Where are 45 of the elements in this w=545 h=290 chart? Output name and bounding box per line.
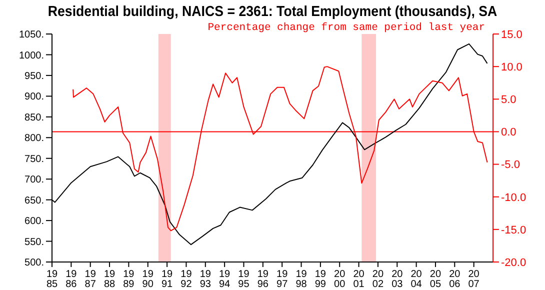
y-tick-label: 850. <box>24 112 44 124</box>
x-tick-label: 19 88 <box>104 269 116 290</box>
y-tick-label: 500. <box>24 258 44 269</box>
y2-tick-label: 5.0 <box>501 94 516 106</box>
y-tick-label: 900. <box>24 92 44 103</box>
y2-tick-label: 10.0 <box>501 61 522 74</box>
x-tick-label: 20 03 <box>392 269 404 290</box>
x-tick-label: 19 99 <box>314 269 326 290</box>
y-tick-label: 650. <box>24 195 44 206</box>
x-tick-label: 19 86 <box>66 269 78 290</box>
y-tick-label: 600. <box>24 216 44 228</box>
y-tick-label: 1050. <box>18 30 44 41</box>
x-tick-label: 19 87 <box>84 269 96 290</box>
y2-axis-title: Percentage change from same period last year <box>208 22 485 34</box>
x-tick-label: 19 96 <box>257 269 269 290</box>
x-tick-label: 20 02 <box>372 269 384 290</box>
y-tick-label: 950. <box>24 71 44 82</box>
x-tick-label: 20 04 <box>410 269 422 290</box>
y2-tick-label: -10.0 <box>501 192 526 204</box>
y2-tick-label: 15.0 <box>501 28 522 41</box>
y2-tick-label: -15.0 <box>501 224 526 236</box>
y-tick-label: 700. <box>24 174 44 186</box>
x-tick-label: 19 89 <box>123 269 135 290</box>
x-tick-label: 20 05 <box>430 269 442 290</box>
y-tick-label: 750. <box>24 154 44 165</box>
x-tick-label: 19 92 <box>180 269 192 290</box>
x-tick-label: 20 07 <box>468 269 480 290</box>
y-tick-label: 800. <box>24 133 44 144</box>
x-tick-label: 19 94 <box>219 269 231 290</box>
y2-tick-label: -5.0 <box>501 159 520 172</box>
x-tick-label: 20 01 <box>353 269 365 290</box>
x-tick-label: 19 91 <box>161 269 174 290</box>
x-tick-label: 19 90 <box>142 269 154 290</box>
y-tick-label: 1000. <box>18 50 44 62</box>
x-tick-label: 19 97 <box>276 269 288 290</box>
y-tick-label: 550. <box>24 236 44 248</box>
x-tick-label: 20 00 <box>334 269 346 290</box>
x-tick-label: 20 06 <box>449 269 461 290</box>
x-tick-label: 19 98 <box>296 269 308 290</box>
y2-tick-label: 0.0 <box>501 126 516 139</box>
x-tick-label: 19 93 <box>200 269 212 290</box>
x-tick-label: 19 85 <box>46 269 58 290</box>
chart-title: Residential building, NAICS = 2361: Total Employment (thousands), SA <box>46 4 498 20</box>
y2-tick-label: -20.0 <box>501 256 526 269</box>
x-tick-label: 19 95 <box>238 269 250 290</box>
